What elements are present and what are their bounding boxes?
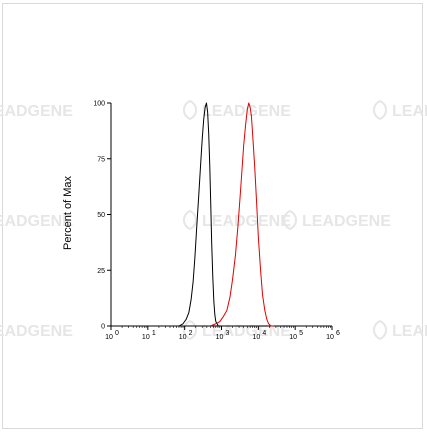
watermark-logo: LEADGENE xyxy=(0,323,73,340)
y-tick-label: 50 xyxy=(97,212,105,219)
leaf-icon xyxy=(183,209,197,231)
y-tick-label: 25 xyxy=(97,268,105,275)
watermark-text: LEADGENE xyxy=(0,103,73,120)
y-axis-label: Percent of Max xyxy=(62,176,74,250)
leaf-icon xyxy=(283,209,297,231)
x-tick-exponent: 4 xyxy=(262,330,266,337)
leaf-icon xyxy=(373,99,387,121)
leaf-icon xyxy=(183,99,197,121)
watermark-logo: LEADGENE xyxy=(0,103,73,120)
x-tick-label: 10 xyxy=(289,334,297,341)
x-tick-label: 10 xyxy=(252,334,260,341)
x-tick-exponent: 6 xyxy=(336,330,340,337)
y-tick-label: 75 xyxy=(97,156,105,163)
x-tick-label: 10 xyxy=(179,334,187,341)
watermark-logo: LEADGENE xyxy=(373,99,427,121)
x-tick-label: 10 xyxy=(216,334,224,341)
watermark-text: LEADGENE xyxy=(202,323,291,340)
x-tick-label: 10 xyxy=(326,334,334,341)
watermark-logo: LEADGENE xyxy=(183,99,291,121)
watermark-layer: LEADGENE LEADGENE LEADGENE LEADGENE LEADGENE… xyxy=(0,99,427,341)
watermark-text: LEADGENE xyxy=(0,213,73,230)
watermark-text: LEADGENE xyxy=(392,103,427,120)
watermark-logo: LEADGENE xyxy=(283,209,391,231)
x-tick-exponent: 1 xyxy=(152,330,156,337)
y-tick-label: 100 xyxy=(93,101,105,108)
watermark-logo: LEADGENE xyxy=(183,319,291,341)
series-line-1 xyxy=(178,102,220,327)
watermark-text: LEADGENE xyxy=(392,323,427,340)
x-tick-exponent: 3 xyxy=(226,330,230,337)
x-tick-exponent: 2 xyxy=(189,330,193,337)
y-tick-label: 0 xyxy=(101,324,105,331)
watermark-logo: LEADGENE xyxy=(183,209,291,231)
watermark-logo: LEADGENE xyxy=(0,213,73,230)
watermark-text: LEADGENE xyxy=(302,213,391,230)
series-layer xyxy=(178,102,274,327)
watermark-text: LEADGENE xyxy=(202,213,291,230)
figure-frame xyxy=(2,3,423,429)
x-tick-exponent: 5 xyxy=(299,330,303,337)
series-line-2 xyxy=(210,102,274,327)
x-tick-label: 10 xyxy=(105,334,113,341)
x-tick-label: 10 xyxy=(142,334,150,341)
x-tick-exponent: 0 xyxy=(115,330,119,337)
leaf-icon xyxy=(373,319,387,341)
watermark-text: LEADGENE xyxy=(0,323,73,340)
watermark-logo: LEADGENE xyxy=(373,319,427,341)
